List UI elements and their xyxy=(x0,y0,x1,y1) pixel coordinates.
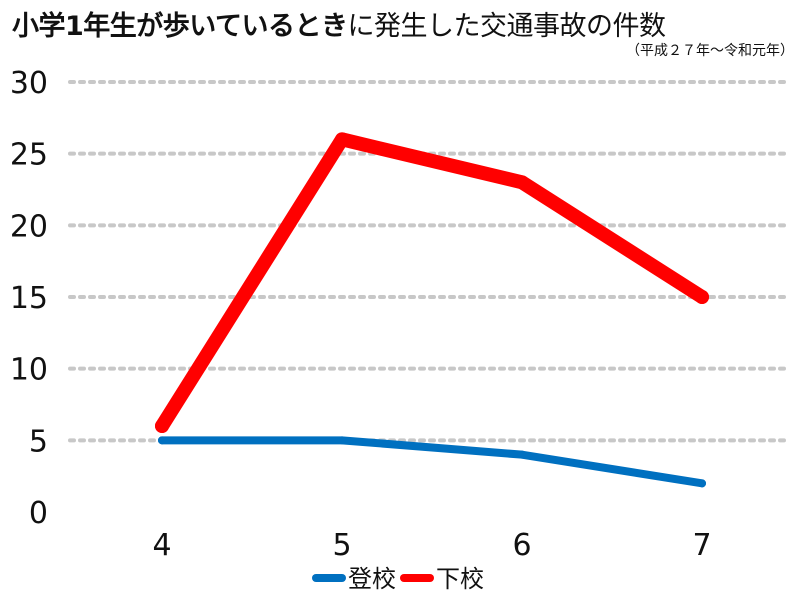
x-axis-ticks: 4 5 6 7 xyxy=(152,528,711,563)
data-point-1-2 xyxy=(515,175,529,190)
x-tick-label-6: 6 xyxy=(512,528,531,563)
data-point-0-0 xyxy=(158,436,166,445)
data-point-1-0 xyxy=(155,419,169,433)
y-tick-label-10: 10 xyxy=(10,353,48,388)
series-line-1 xyxy=(155,132,709,433)
y-tick-label-15: 15 xyxy=(10,281,48,316)
chart-title-rest: に発生した交通事故の件数 xyxy=(347,11,666,42)
legend-label-1: 下校 xyxy=(436,565,484,593)
data-point-0-1 xyxy=(338,436,346,445)
y-tick-label-5: 5 xyxy=(29,424,48,459)
data-point-0-3 xyxy=(698,479,706,488)
chart-subtitle: （平成２７年～令和元年） xyxy=(626,43,794,59)
x-tick-label-5: 5 xyxy=(332,528,351,563)
y-axis-ticks: 0 5 10 15 20 25 30 xyxy=(10,66,48,531)
y-tick-label-20: 20 xyxy=(10,209,48,244)
chart-title: 小学1年生が歩いているときに発生した交通事故の件数 xyxy=(12,4,666,43)
chart-title-bold: 小学1年生が歩いているとき xyxy=(12,11,348,42)
y-tick-label-25: 25 xyxy=(10,138,48,173)
grid-lines xyxy=(68,80,792,443)
data-point-1-3 xyxy=(695,290,709,304)
x-tick-label-7: 7 xyxy=(692,528,711,563)
data-point-0-2 xyxy=(518,450,526,459)
legend-label-0: 登校 xyxy=(348,565,396,593)
legend: 登校 下校 xyxy=(312,565,484,593)
y-tick-label-0: 0 xyxy=(29,496,48,531)
y-tick-label-30: 30 xyxy=(10,66,48,101)
series-lines xyxy=(155,132,709,488)
series-line-0 xyxy=(158,436,706,488)
data-point-1-1 xyxy=(335,132,349,147)
x-tick-label-4: 4 xyxy=(152,528,171,563)
